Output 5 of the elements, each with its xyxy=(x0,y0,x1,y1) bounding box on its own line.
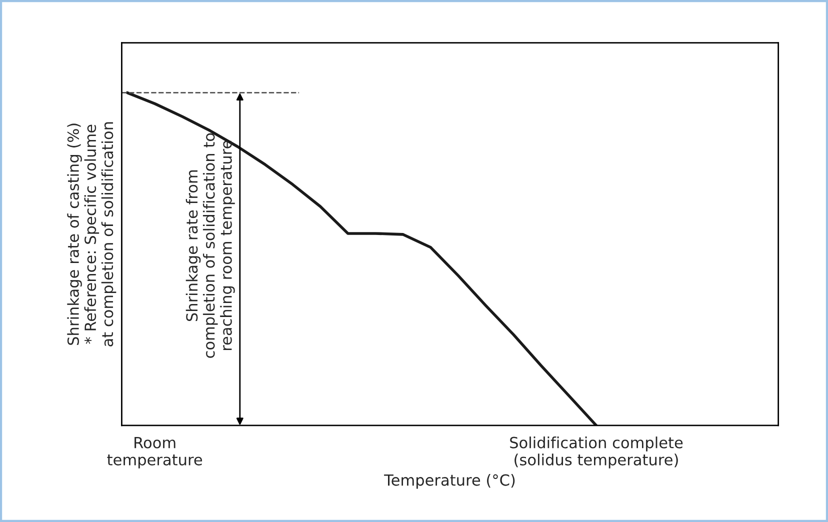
y-axis-title: Shrinkage rate of casting (%) * Reference: Specific volume at completion of solidification xyxy=(67,122,116,346)
x-tick-label: Room temperature xyxy=(107,437,202,468)
x-tick-label: Solidification complete (solidus temperature) xyxy=(510,436,683,468)
annotation: Shrinkage rate from completion of solidification to reaching room temperature xyxy=(186,133,235,358)
x-axis-title: Temperature (°C) xyxy=(384,474,515,489)
